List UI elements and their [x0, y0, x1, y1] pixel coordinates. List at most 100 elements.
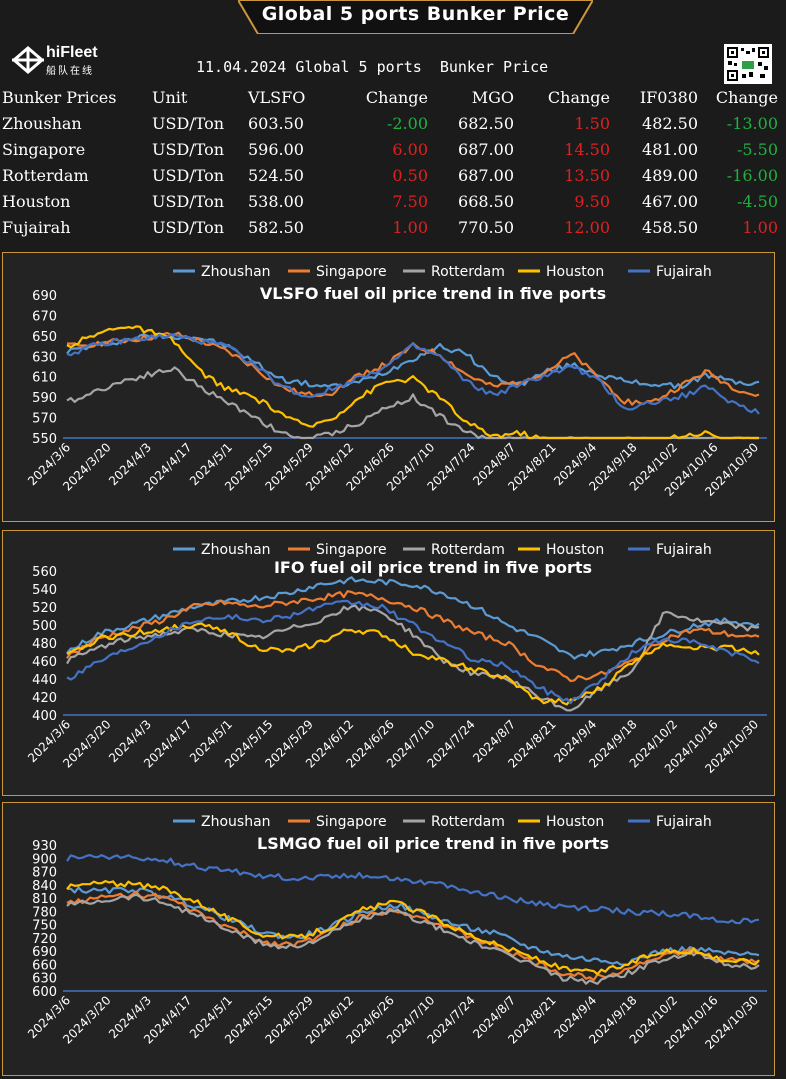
legend-label: Rotterdam [431, 264, 505, 280]
vlsfo-cell: 524.50 [248, 165, 304, 185]
legend-item-rotterdam: Rotterdam [403, 542, 505, 558]
vlsfo-change-cell: 6.00 [392, 139, 428, 159]
unit-cell: USD/Ton [152, 165, 225, 185]
page-subtitle: 11.04.2024 Global 5 ports Bunker Price [196, 58, 549, 76]
y-tick-label: 480 [32, 637, 57, 652]
y-tick-label: 460 [32, 655, 57, 670]
unit-cell: USD/Ton [152, 191, 225, 211]
legend-label: Rotterdam [431, 542, 505, 558]
legend-item-fujairah: Fujairah [628, 264, 712, 280]
logo-subtext: 船队在线 [46, 66, 94, 77]
mgo-change-cell: 14.50 [564, 139, 610, 159]
port-name: Zhoushan [2, 113, 82, 133]
legend-label: Singapore [316, 542, 387, 558]
series-line-zhoushan [66, 576, 760, 660]
ifo-chart-panel: Zhoushan Singapore Rotterdam Houston Fujaira… [2, 530, 775, 796]
legend-item-zhoushan: Zhoushan [173, 542, 271, 558]
y-tick-label: 550 [32, 432, 57, 447]
ifo-change-cell: -16.00 [726, 165, 778, 185]
chart-title: LSMGO fuel oil price trend in five ports [257, 834, 609, 853]
table-header: Bunker Prices [2, 87, 117, 107]
ifo-cell: 482.50 [642, 113, 698, 133]
y-tick-label: 720 [32, 932, 57, 947]
legend-label: Houston [546, 264, 604, 280]
y-tick-label: 670 [32, 309, 57, 324]
series-line-singapore [66, 890, 760, 982]
table-header: MGO [471, 87, 514, 107]
vlsfo-cell: 582.50 [248, 217, 304, 237]
mgo-change-cell: 12.00 [564, 217, 610, 237]
vlsfo-change-cell: 0.50 [392, 165, 428, 185]
table-row: Zhoushan USD/Ton 603.50 -2.00 682.50 1.5… [2, 110, 778, 136]
ifo-cell: 467.00 [642, 191, 698, 211]
ifo-change-cell: 1.00 [742, 217, 778, 237]
mgo-cell: 770.50 [458, 217, 514, 237]
ifo-change-cell: -5.50 [736, 139, 778, 159]
vlsfo-change-cell: -2.00 [386, 113, 428, 133]
mgo-cell: 682.50 [458, 113, 514, 133]
legend-label: Zhoushan [201, 542, 271, 558]
chart-title: VLSFO fuel oil price trend in five ports [260, 284, 606, 303]
port-name: Singapore [2, 139, 86, 159]
port-name: Houston [2, 191, 71, 211]
table-header: Change [365, 87, 428, 107]
unit-cell: USD/Ton [152, 113, 225, 133]
lsmgo-chart-panel: Zhoushan Singapore Rotterdam Houston Fujaira… [2, 802, 775, 1076]
y-tick-label: 630 [32, 350, 57, 365]
y-tick-label: 660 [32, 958, 57, 973]
series-line-fujairah [66, 599, 760, 705]
unit-cell: USD/Ton [152, 139, 225, 159]
mgo-change-cell: 1.50 [574, 113, 610, 133]
ifo-chart: Zhoushan Singapore Rotterdam Houston Fujaira… [25, 542, 767, 776]
y-tick-label: 590 [32, 391, 57, 406]
table-row: Houston USD/Ton 538.00 7.50 668.50 9.50 … [2, 188, 778, 214]
qr-code-icon [724, 44, 772, 84]
y-tick-label: 440 [32, 673, 57, 688]
port-name: Rotterdam [2, 165, 89, 185]
legend-label: Zhoushan [201, 264, 271, 280]
y-tick-label: 500 [32, 619, 57, 634]
y-tick-label: 560 [32, 565, 57, 580]
table-row: Fujairah USD/Ton 582.50 1.00 770.50 12.0… [2, 214, 778, 240]
y-tick-label: 810 [32, 892, 57, 907]
table-row: Rotterdam USD/Ton 524.50 0.50 687.00 13.… [2, 162, 778, 188]
logo-text: hiFleet [46, 44, 98, 61]
ifo-cell: 481.00 [642, 139, 698, 159]
mgo-cell: 687.00 [458, 139, 514, 159]
legend-label: Singapore [316, 264, 387, 280]
mgo-cell: 687.00 [458, 165, 514, 185]
table-header: Change [715, 87, 778, 107]
legend-label: Singapore [316, 814, 387, 830]
mgo-change-cell: 9.50 [574, 191, 610, 211]
series-line-houston [66, 325, 759, 440]
y-tick-label: 630 [32, 972, 57, 987]
table-header: Unit [152, 87, 188, 107]
series-line-rotterdam [66, 893, 760, 985]
y-tick-label: 780 [32, 905, 57, 920]
legend-label: Fujairah [656, 814, 712, 830]
y-tick-label: 690 [32, 945, 57, 960]
table-row: Singapore USD/Ton 596.00 6.00 687.00 14.… [2, 136, 778, 162]
legend-item-houston: Houston [518, 264, 604, 280]
legend-item-rotterdam: Rotterdam [403, 814, 505, 830]
y-tick-label: 690 [32, 289, 57, 304]
vlsfo-cell: 603.50 [248, 113, 304, 133]
y-tick-label: 610 [32, 371, 57, 386]
legend-label: Houston [546, 814, 604, 830]
title-banner [238, 0, 593, 34]
legend-item-rotterdam: Rotterdam [403, 264, 505, 280]
legend-label: Fujairah [656, 264, 712, 280]
series-line-fujairah [66, 333, 760, 415]
chart-title: IFO fuel oil price trend in five ports [274, 558, 592, 577]
vlsfo-chart: Zhoushan Singapore Rotterdam Houston Fujaira… [25, 264, 767, 499]
legend-item-fujairah: Fujairah [628, 814, 712, 830]
legend-item-singapore: Singapore [288, 264, 387, 280]
y-tick-label: 840 [32, 879, 57, 894]
lsmgo-chart: Zhoushan Singapore Rotterdam Houston Fujaira… [25, 814, 767, 1052]
mgo-change-cell: 13.50 [564, 165, 610, 185]
vlsfo-chart-panel: Zhoushan Singapore Rotterdam Houston Fujaira… [2, 252, 775, 522]
legend-item-houston: Houston [518, 542, 604, 558]
y-tick-label: 540 [32, 583, 57, 598]
ifo-cell: 458.50 [642, 217, 698, 237]
bunker-price-table: Bunker Prices Unit VLSFO Change MGO Chan… [2, 84, 778, 240]
